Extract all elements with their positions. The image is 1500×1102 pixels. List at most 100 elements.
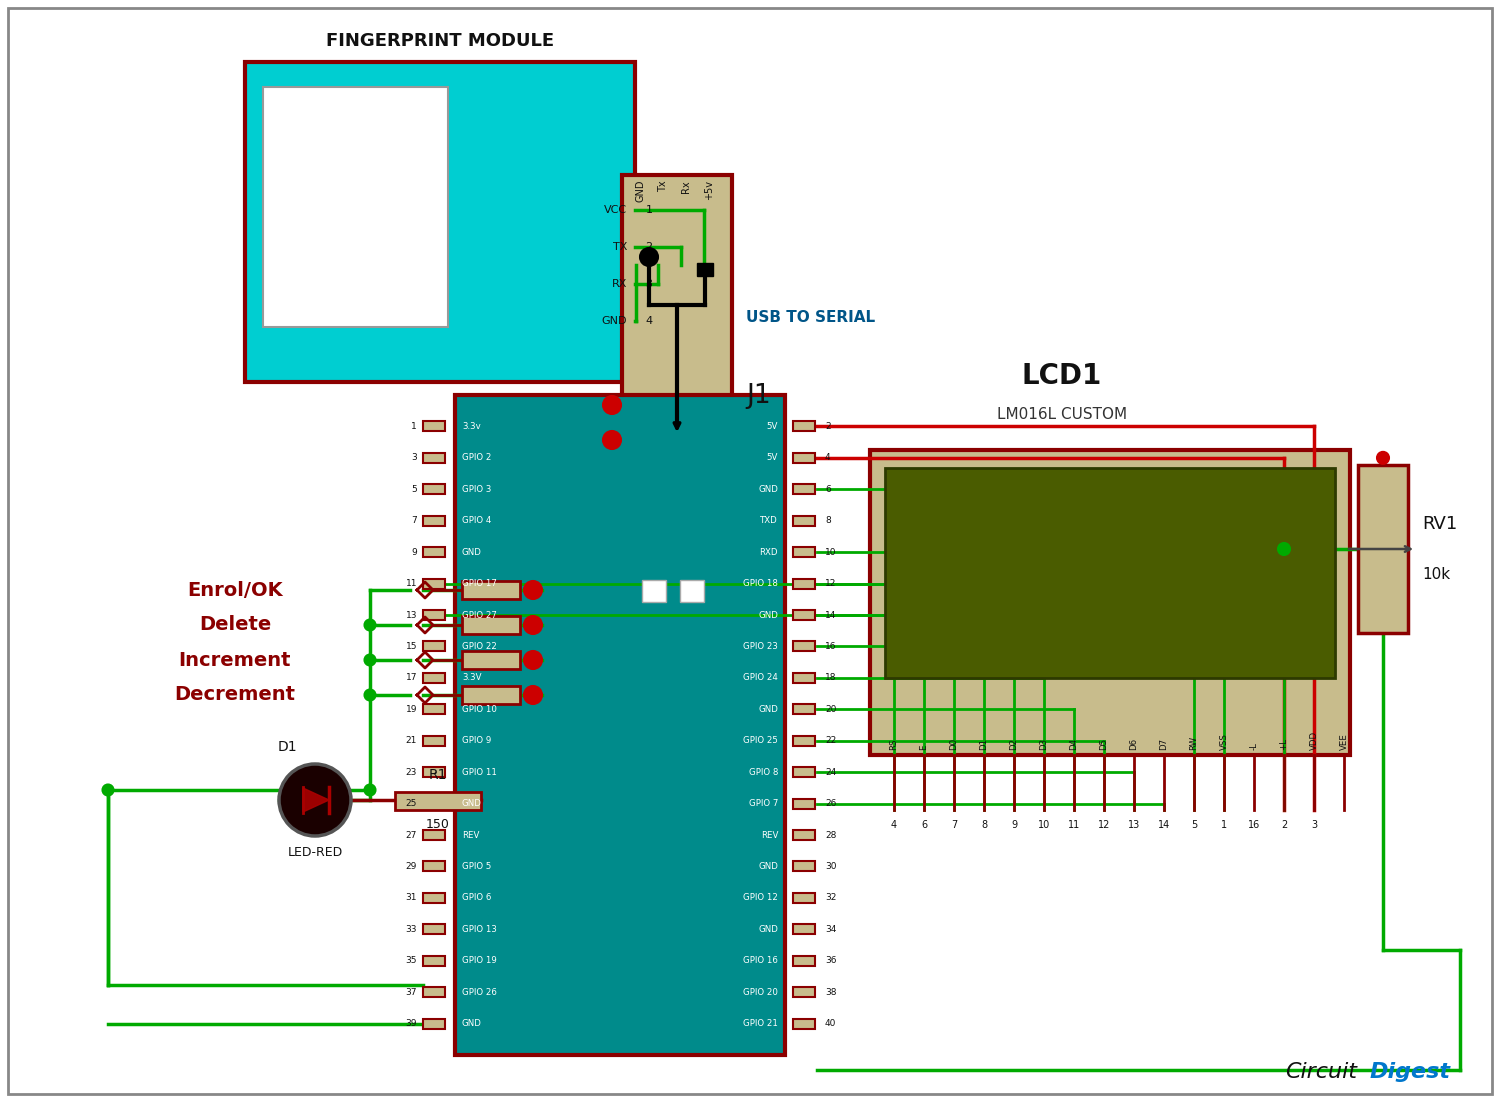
Bar: [794, 862, 814, 872]
Bar: [423, 736, 445, 746]
Bar: [423, 830, 445, 840]
Text: 15: 15: [405, 642, 417, 651]
Text: GPIO 12: GPIO 12: [742, 894, 778, 903]
Text: 38: 38: [825, 987, 837, 996]
Bar: [423, 767, 445, 777]
Text: RV1: RV1: [1422, 515, 1456, 532]
Text: GPIO 9: GPIO 9: [462, 736, 492, 745]
Bar: [642, 580, 666, 602]
Text: 7: 7: [951, 820, 957, 830]
Text: USB TO SERIAL: USB TO SERIAL: [746, 311, 874, 325]
Bar: [794, 421, 814, 431]
Circle shape: [364, 690, 375, 701]
Bar: [885, 468, 1335, 678]
Text: 13: 13: [405, 611, 417, 619]
Text: GPIO 8: GPIO 8: [748, 768, 778, 777]
Text: GND: GND: [462, 1019, 482, 1028]
Bar: [423, 704, 445, 714]
Bar: [462, 581, 520, 599]
Circle shape: [603, 431, 621, 449]
Text: GND: GND: [758, 705, 778, 714]
Text: GPIO 18: GPIO 18: [742, 579, 778, 588]
Bar: [244, 62, 634, 382]
Circle shape: [524, 651, 542, 669]
Bar: [794, 516, 814, 526]
Text: GPIO 6: GPIO 6: [462, 894, 492, 903]
Text: GPIO 27: GPIO 27: [462, 611, 496, 619]
Text: GPIO 17: GPIO 17: [462, 579, 496, 588]
Text: 29: 29: [405, 862, 417, 871]
Circle shape: [524, 581, 542, 599]
Text: 5V: 5V: [766, 453, 778, 463]
Bar: [423, 673, 445, 683]
Text: GPIO 10: GPIO 10: [462, 705, 496, 714]
Text: Rx: Rx: [681, 180, 692, 193]
Text: D5: D5: [1100, 738, 1108, 750]
Text: 4: 4: [891, 820, 897, 830]
Text: 32: 32: [825, 894, 837, 903]
Bar: [423, 641, 445, 651]
Text: GND: GND: [758, 925, 778, 933]
Bar: [1358, 465, 1408, 633]
Text: GPIO 5: GPIO 5: [462, 862, 492, 871]
Text: RX: RX: [612, 279, 627, 289]
Text: REV: REV: [760, 831, 778, 840]
Text: GPIO 20: GPIO 20: [742, 987, 778, 996]
Text: +L: +L: [1280, 738, 1288, 750]
Text: GND: GND: [634, 180, 645, 203]
Text: VDD: VDD: [1310, 731, 1318, 750]
Text: 5: 5: [1191, 820, 1197, 830]
Text: 9: 9: [411, 548, 417, 557]
Text: GPIO 21: GPIO 21: [742, 1019, 778, 1028]
Bar: [794, 830, 814, 840]
Bar: [794, 987, 814, 997]
Text: 5V: 5V: [766, 422, 778, 431]
Text: 26: 26: [825, 799, 837, 808]
Text: E: E: [920, 745, 928, 750]
Text: RXD: RXD: [759, 548, 778, 557]
Text: 39: 39: [405, 1019, 417, 1028]
Text: J1: J1: [746, 383, 771, 409]
Text: 12: 12: [1098, 820, 1110, 830]
Text: 13: 13: [1128, 820, 1140, 830]
Text: GPIO 24: GPIO 24: [742, 673, 778, 682]
Text: 1: 1: [411, 422, 417, 431]
Bar: [794, 736, 814, 746]
Bar: [262, 87, 448, 327]
Bar: [423, 925, 445, 934]
Text: D3: D3: [1040, 738, 1048, 750]
Text: TX: TX: [612, 242, 627, 252]
Text: 14: 14: [825, 611, 837, 619]
Text: 25: 25: [405, 799, 417, 808]
Text: LCD1: LCD1: [1022, 361, 1102, 390]
Bar: [794, 893, 814, 903]
Text: 4: 4: [825, 453, 831, 463]
Bar: [423, 955, 445, 965]
Bar: [622, 175, 732, 515]
Bar: [794, 547, 814, 558]
Text: 23: 23: [405, 768, 417, 777]
Text: 16: 16: [825, 642, 837, 651]
Text: GPIO 25: GPIO 25: [742, 736, 778, 745]
Bar: [462, 651, 520, 669]
Bar: [622, 680, 732, 725]
Bar: [794, 704, 814, 714]
Text: GND: GND: [758, 862, 778, 871]
Bar: [794, 767, 814, 777]
Text: R1: R1: [429, 768, 447, 782]
Text: 40: 40: [825, 1019, 837, 1028]
Text: GND: GND: [462, 548, 482, 557]
Circle shape: [364, 655, 375, 666]
Text: Increment: Increment: [178, 650, 291, 670]
Text: GND: GND: [758, 611, 778, 619]
Bar: [794, 579, 814, 588]
Text: 30: 30: [825, 862, 837, 871]
Text: 33: 33: [405, 925, 417, 933]
Text: GND: GND: [758, 485, 778, 494]
Circle shape: [524, 687, 542, 704]
Text: 150: 150: [426, 818, 450, 831]
Text: 1: 1: [1221, 820, 1227, 830]
Text: Delete: Delete: [200, 616, 272, 635]
Text: 14: 14: [1158, 820, 1170, 830]
Text: 20: 20: [825, 705, 837, 714]
